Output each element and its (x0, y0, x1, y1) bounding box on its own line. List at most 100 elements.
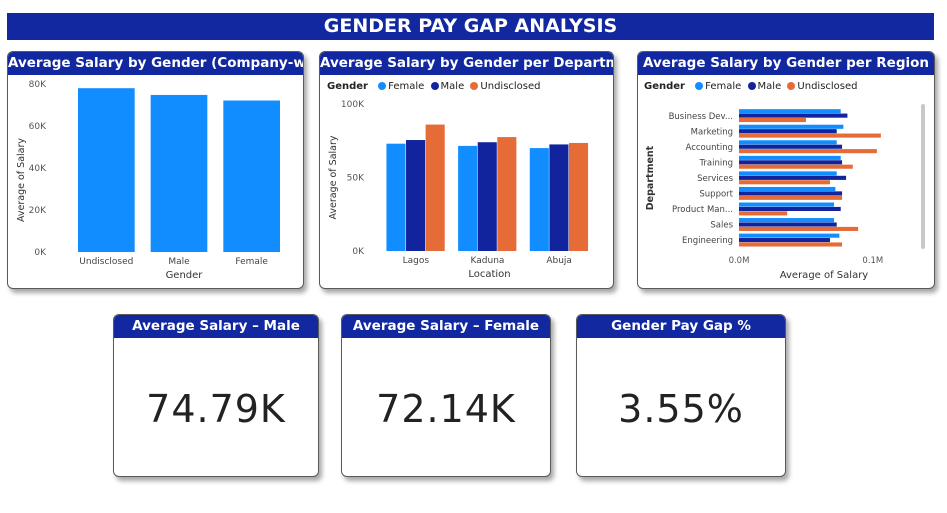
y-tick-label: Accounting (686, 143, 733, 153)
chart-title: Average Salary by Gender per Department (320, 52, 613, 75)
vertical-scrollbar[interactable] (921, 104, 925, 249)
y-tick-label: Sales (710, 221, 733, 231)
legend-male-label: Male (757, 81, 782, 92)
kpi-card-pay-gap[interactable]: Gender Pay Gap % 3.55% (576, 314, 786, 477)
bar-abuja-female (529, 148, 549, 251)
y-tick-label: Training (698, 158, 733, 168)
bar-lagos-male (406, 140, 426, 251)
bar-kaduna-female (458, 145, 478, 251)
y-tick-label: 40K (29, 164, 47, 174)
y-tick-label: 0K (34, 248, 47, 258)
y-axis-title: Average of Salary (328, 135, 339, 219)
chart-legend: Gender Female Male Undisclosed (327, 81, 541, 92)
y-tick-label: 100K (341, 100, 365, 110)
y-tick-label: 60K (29, 122, 47, 132)
company-wide-bar-chart: 0K 20K 40K 60K 80K Undisclosed Male Female Gende… (16, 80, 281, 281)
bar-kaduna-undisclosed (497, 137, 517, 251)
bar-3-female (739, 155, 841, 160)
chart-card-region[interactable]: Average Salary by Gender per Region Gend… (637, 51, 935, 289)
y-tick-label: Support (699, 190, 733, 200)
kpi-value: 74.79K (146, 387, 286, 431)
x-tick-label: 0.1M (862, 256, 883, 266)
legend-undisclosed-label: Undisclosed (797, 81, 858, 92)
bar-lagos-undisclosed (425, 124, 445, 251)
kpi-value: 72.14K (376, 387, 516, 431)
bar-4-female (739, 171, 837, 176)
x-tick-label: Kaduna (471, 256, 505, 266)
legend-female-label: Female (705, 81, 742, 92)
bar-5-undisclosed (739, 195, 843, 200)
bar-female (223, 100, 281, 252)
x-tick-label: Abuja (546, 256, 572, 266)
x-tick-label: Male (168, 257, 190, 267)
bar-abuja-undisclosed (568, 142, 589, 251)
bar-7-undisclosed (739, 226, 859, 231)
dashboard-title: GENDER PAY GAP ANALYSIS (7, 13, 934, 40)
bar-3-male (739, 160, 843, 165)
x-axis-title: Gender (166, 270, 204, 281)
chart-card-company-wide[interactable]: Average Salary by Gender (Company-wide) … (7, 51, 304, 289)
bar-8-male (739, 238, 831, 243)
kpi-value: 3.55% (618, 387, 744, 431)
bar-7-male (739, 222, 837, 227)
bar-0-undisclosed (739, 117, 806, 123)
y-tick-label: 80K (29, 80, 47, 90)
bar-lagos-female (386, 143, 406, 251)
bar-undisclosed (77, 88, 135, 252)
bar-6-female (739, 202, 835, 207)
chart-title: Average Salary by Gender (Company-wide) (8, 52, 303, 75)
kpi-title: Average Salary – Female (342, 315, 550, 338)
legend-female-marker (695, 82, 704, 90)
bar-kaduna-male (477, 142, 497, 251)
legend-male-marker (747, 82, 756, 90)
bar-8-female (739, 233, 840, 238)
chart-card-department[interactable]: Average Salary by Gender per Department … (319, 51, 614, 289)
bar-4-male (739, 175, 847, 180)
y-tick-label: 50K (347, 174, 365, 184)
y-tick-label: Marketing (691, 127, 733, 137)
x-tick-label: Undisclosed (79, 257, 133, 267)
bar-6-undisclosed (739, 211, 788, 216)
bar-3-undisclosed (739, 164, 853, 169)
kpi-card-female-salary[interactable]: Average Salary – Female 72.14K (341, 314, 551, 477)
bar-4-undisclosed (739, 180, 831, 185)
legend-male-label: Male (440, 81, 465, 92)
bar-0-male (739, 113, 848, 118)
chart-legend: Gender Female Male Undisclosed (644, 81, 858, 92)
bar-abuja-male (549, 144, 569, 251)
bar-5-female (739, 186, 836, 192)
bar-2-female (739, 140, 837, 145)
legend-female-marker (378, 82, 387, 90)
x-tick-label: 0.0M (729, 256, 750, 266)
legend-male-marker (430, 82, 439, 90)
kpi-card-male-salary[interactable]: Average Salary – Male 74.79K (113, 314, 319, 477)
bar-2-undisclosed (739, 149, 877, 154)
y-tick-label: Product Man... (672, 205, 733, 215)
y-tick-label: 0K (352, 247, 365, 257)
bar-2-male (739, 144, 843, 149)
legend-title: Gender (644, 81, 685, 92)
legend-title: Gender (327, 81, 368, 92)
x-tick-label: Female (235, 257, 268, 267)
bar-male (150, 94, 208, 252)
x-axis-title: Location (468, 269, 510, 280)
y-tick-label: Engineering (682, 236, 733, 246)
x-tick-label: Lagos (403, 256, 430, 266)
legend-female-label: Female (388, 81, 425, 92)
bar-1-male (739, 129, 837, 134)
y-tick-label: 20K (29, 206, 47, 216)
legend-undisclosed-label: Undisclosed (480, 81, 541, 92)
department-bar-chart: 0K 50K 100K Lagos Kaduna Abuja Location Average… (328, 100, 589, 280)
bar-1-female (739, 124, 844, 129)
kpi-title: Average Salary – Male (114, 315, 318, 338)
y-axis-title: Average of Salary (16, 138, 27, 222)
y-axis-title: Department (645, 145, 656, 210)
legend-undisclosed-marker (470, 82, 479, 90)
bar-1-undisclosed (739, 133, 881, 138)
bar-6-male (739, 206, 841, 212)
bar-8-undisclosed (739, 242, 843, 247)
y-tick-label: Services (697, 174, 733, 184)
bar-7-female (739, 218, 835, 223)
legend-undisclosed-marker (787, 82, 796, 90)
chart-title: Average Salary by Gender per Region (638, 52, 934, 75)
